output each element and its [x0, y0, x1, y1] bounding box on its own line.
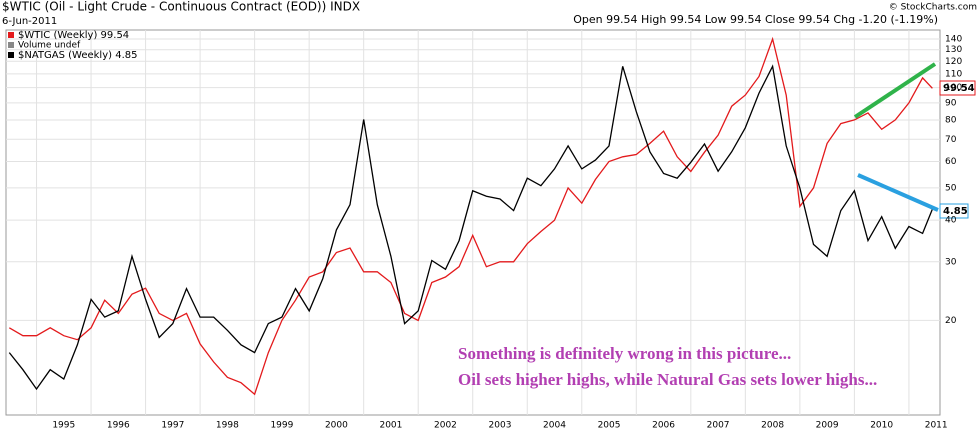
x-tick-label: 2010: [870, 421, 893, 431]
y-tick-label: 50: [945, 183, 957, 193]
x-tick-label: 2003: [489, 421, 512, 431]
x-tick-label: 2001: [379, 421, 402, 431]
x-tick-label: 2005: [598, 421, 621, 431]
y-tick-label: 20: [945, 316, 957, 326]
x-tick-label: 2011: [925, 421, 948, 431]
series-line: [8, 64, 934, 391]
x-tick-label: 2004: [543, 421, 566, 431]
price-flag-label: 4.85: [943, 206, 968, 217]
x-tick-label: 1998: [216, 421, 239, 431]
credit: © StockCharts.com: [889, 3, 977, 13]
y-tick-label: 100: [945, 83, 962, 93]
legend-swatch: [8, 52, 14, 58]
date: 6-Jun-2011: [2, 16, 57, 27]
y-tick-label: 120: [945, 57, 962, 67]
annotation: Oil sets higher highs, while Natural Gas…: [458, 370, 877, 389]
quote: Open 99.54 High 99.54 Low 99.54 Close 99…: [573, 13, 938, 26]
x-tick-label: 2006: [652, 421, 675, 431]
y-tick-label: 110: [945, 69, 962, 79]
legend-swatch: [8, 32, 14, 38]
price-flag: [939, 80, 976, 96]
x-tick-label: 1996: [107, 421, 130, 431]
y-tick-label: 30: [945, 257, 957, 267]
price-flag: [939, 203, 969, 219]
legend-entry: Volume undef: [18, 41, 81, 51]
grid: [6, 30, 940, 415]
trend-line: [857, 173, 939, 212]
marks: [8, 36, 934, 396]
y-tick-label: 70: [945, 135, 957, 145]
y-tick-label: 90: [945, 98, 957, 108]
y-tick-label: 140: [945, 35, 962, 45]
chart-title: $WTIC (Oil - Light Crude - Continuous Co…: [2, 0, 360, 14]
x-tick-label: 2007: [707, 421, 730, 431]
x-tick-label: 1997: [161, 421, 184, 431]
legend-entry: $WTIC (Weekly) 99.54: [18, 30, 129, 41]
series-line: [8, 36, 933, 396]
legend-entry: $NATGAS (Weekly) 4.85: [18, 50, 137, 61]
trend-line: [853, 62, 937, 119]
x-tick-label: 2009: [816, 421, 839, 431]
x-tick-label: 2002: [434, 421, 457, 431]
x-tick-label: 1995: [52, 421, 75, 431]
y-tick-label: 80: [945, 115, 957, 125]
y-tick-label: 40: [945, 216, 957, 226]
x-tick-label: 1999: [270, 421, 293, 431]
y-tick-label: 130: [945, 45, 962, 55]
price-flag-label: 99.54: [943, 83, 975, 94]
x-tick-label: 2008: [761, 421, 784, 431]
x-tick-label: 2000: [325, 421, 348, 431]
annotation: Something is definitely wrong in this pi…: [458, 344, 791, 363]
y-tick-label: 60: [945, 157, 957, 167]
legend-swatch: [8, 42, 14, 48]
